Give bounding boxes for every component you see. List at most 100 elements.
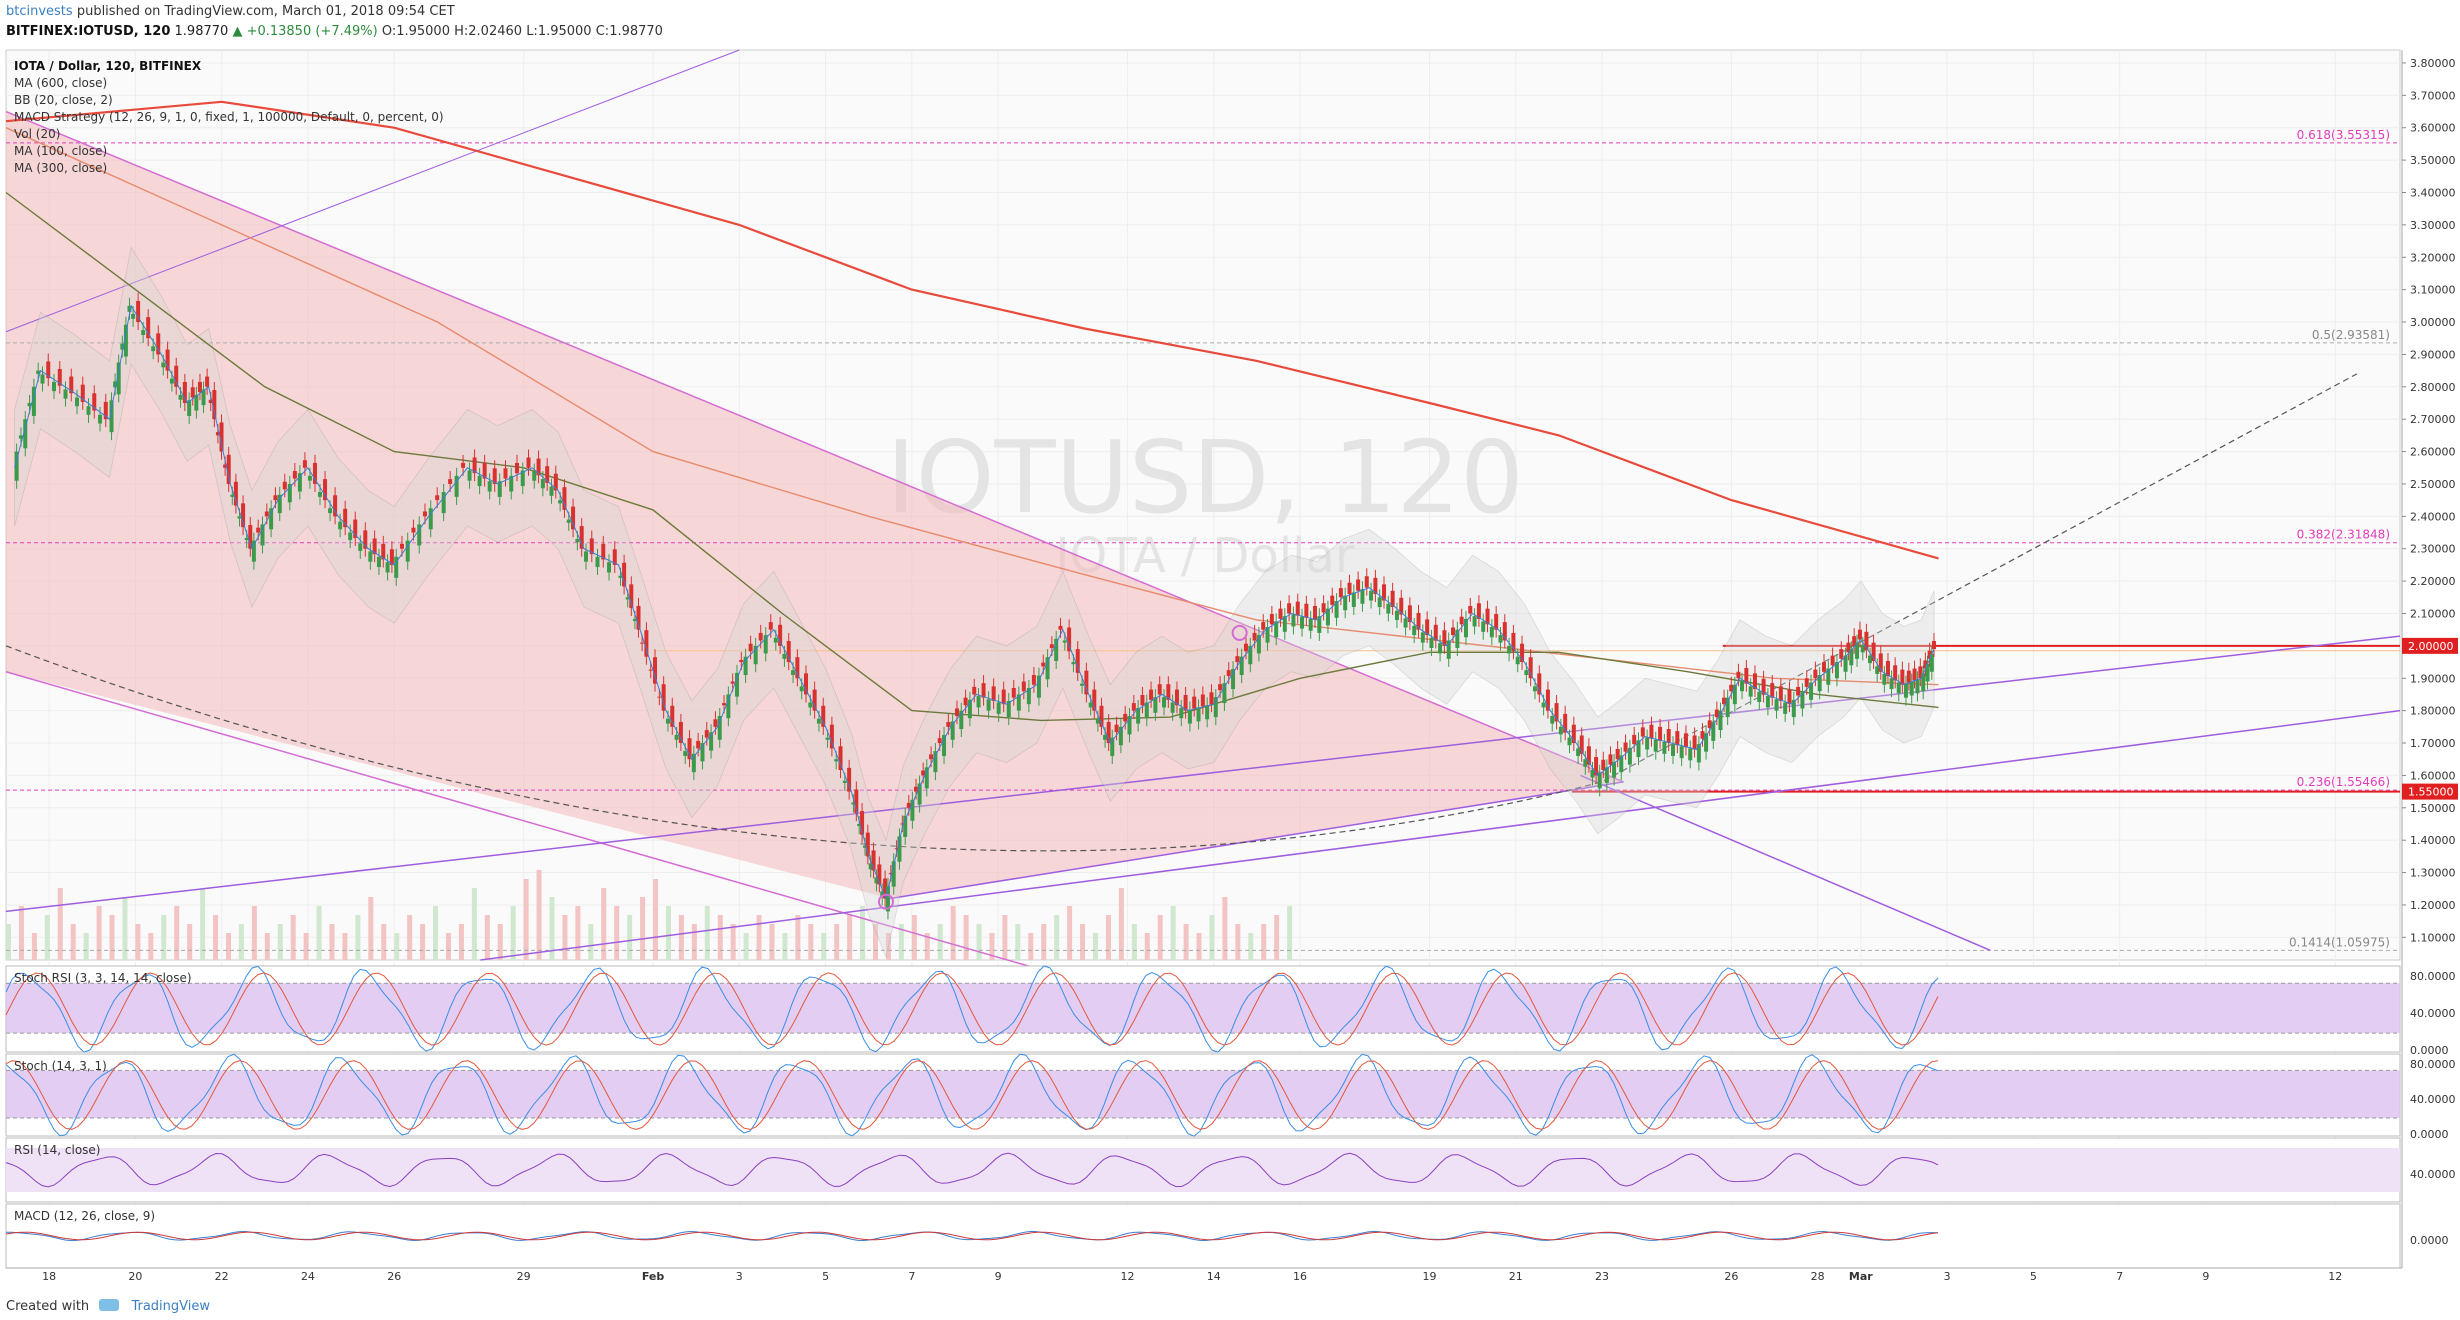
- candle: [1653, 739, 1658, 752]
- candle: [1889, 678, 1894, 690]
- candle: [1658, 726, 1663, 741]
- price-tick-label: 2.40000: [2410, 510, 2456, 523]
- candle: [1590, 770, 1595, 778]
- time-tick-label: Mar: [1849, 1270, 1873, 1283]
- candle: [269, 508, 274, 530]
- candle: [492, 468, 497, 484]
- volume-bar: [433, 906, 439, 960]
- time-tick-label: 7: [2116, 1270, 2123, 1283]
- volume-bar: [717, 915, 723, 960]
- candle: [753, 645, 758, 665]
- candle: [1006, 700, 1011, 718]
- candle: [632, 618, 637, 622]
- candle: [842, 780, 847, 783]
- candle: [545, 466, 550, 483]
- volume-bar: [640, 897, 646, 960]
- candle: [1586, 746, 1591, 765]
- candle: [687, 738, 692, 760]
- volume-bar: [329, 924, 335, 960]
- candle: [1748, 686, 1753, 697]
- candle: [454, 475, 459, 497]
- candle: [46, 361, 51, 379]
- volume-bar: [808, 924, 814, 960]
- candle: [924, 767, 929, 789]
- price-tick-label: 3.30000: [2410, 219, 2456, 232]
- volume-bar: [44, 915, 50, 960]
- ma-600-line: [5, 100, 1939, 560]
- candle: [857, 823, 862, 827]
- candle: [575, 539, 580, 543]
- fib-level-label: 0.382(2.31848): [2297, 528, 2390, 542]
- candle: [1369, 590, 1374, 601]
- candle: [640, 642, 645, 644]
- candle: [1515, 656, 1520, 665]
- candle: [874, 877, 879, 884]
- candle: [165, 349, 170, 371]
- trendline: [890, 781, 1624, 900]
- candle: [1049, 644, 1054, 649]
- stochrsi-tick-label: 80.0000: [2410, 970, 2456, 983]
- candle: [399, 543, 404, 549]
- candle: [1356, 579, 1361, 591]
- candle: [1929, 653, 1934, 672]
- candle: [1127, 716, 1132, 735]
- volume-bar: [704, 906, 710, 960]
- candle: [1843, 655, 1848, 672]
- candle: [748, 643, 753, 652]
- fib-level-label: 0.1414(1.05975): [2289, 935, 2390, 949]
- volume-bar: [122, 897, 128, 960]
- volume-bar: [109, 915, 115, 960]
- volume-bar: [18, 906, 24, 960]
- candle: [1416, 612, 1421, 630]
- candle: [1103, 734, 1108, 740]
- candle: [1912, 668, 1917, 681]
- stoch-tick-label: 80.0000: [2410, 1058, 2456, 1071]
- candle: [190, 387, 195, 398]
- candle: [1071, 662, 1076, 665]
- candle: [376, 556, 381, 568]
- candle: [661, 684, 666, 711]
- volume-bar: [691, 924, 697, 960]
- candle: [1839, 649, 1844, 659]
- candle: [644, 630, 649, 657]
- time-tick-label: 5: [822, 1270, 829, 1283]
- candle: [363, 530, 368, 549]
- candle: [1623, 742, 1628, 752]
- candle: [1334, 601, 1339, 618]
- candle: [625, 597, 630, 600]
- candle: [799, 686, 804, 692]
- candle: [1407, 605, 1412, 623]
- price-axis: [2402, 50, 2460, 1268]
- candle: [786, 641, 791, 663]
- candle: [1736, 671, 1741, 679]
- tradingview-link[interactable]: TradingView: [131, 1299, 210, 1314]
- volume-bar: [445, 933, 451, 960]
- candle: [1752, 673, 1757, 690]
- price-tick-label: 1.10000: [2410, 931, 2456, 944]
- candle: [1692, 735, 1697, 750]
- candle: [194, 394, 199, 411]
- price-change: ▲ +0.13850 (+7.49%): [232, 24, 378, 39]
- candle: [950, 721, 955, 740]
- price-label-box: [2402, 637, 2458, 654]
- last-price: 1.98770: [174, 24, 229, 39]
- candle: [116, 362, 121, 395]
- candle: [1868, 655, 1872, 664]
- publish-info: published on TradingView.com, March 01, …: [76, 4, 455, 19]
- author-link[interactable]: btcinvests: [6, 4, 73, 19]
- rsi-tick-label: 40.0000: [2410, 1168, 2456, 1181]
- volume-bar: [756, 915, 762, 960]
- candle: [700, 743, 705, 762]
- volume-bar: [1274, 915, 1280, 960]
- candle: [1502, 622, 1507, 641]
- candle: [1162, 697, 1167, 708]
- candle: [1906, 670, 1911, 683]
- candle: [482, 462, 487, 479]
- candle: [241, 503, 246, 528]
- volume-bar: [381, 924, 387, 960]
- candle: [151, 346, 156, 352]
- candle: [558, 500, 563, 504]
- candle: [1252, 632, 1257, 641]
- candle: [696, 740, 701, 749]
